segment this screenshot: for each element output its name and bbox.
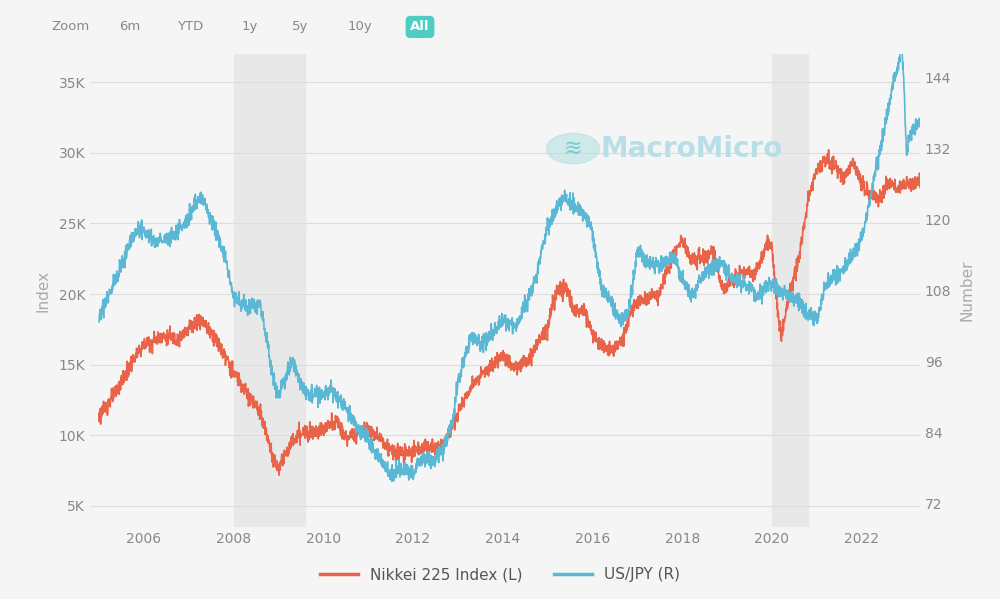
Text: 10y: 10y [348, 20, 372, 34]
Text: MacroMicro: MacroMicro [600, 135, 783, 162]
Text: 6m: 6m [119, 20, 141, 34]
Bar [772, 54, 808, 527]
Text: ≋: ≋ [564, 138, 582, 159]
Text: YTD: YTD [177, 20, 203, 34]
Y-axis label: Number: Number [960, 260, 975, 321]
Text: 1y: 1y [242, 20, 258, 34]
Y-axis label: Index: Index [35, 270, 50, 311]
Circle shape [546, 134, 600, 164]
Text: Zoom: Zoom [51, 20, 89, 34]
Legend: Nikkei 225 Index (L), US/JPY (R): Nikkei 225 Index (L), US/JPY (R) [314, 561, 686, 588]
Text: All: All [410, 20, 430, 34]
Bar [234, 54, 305, 527]
Text: 5y: 5y [292, 20, 308, 34]
